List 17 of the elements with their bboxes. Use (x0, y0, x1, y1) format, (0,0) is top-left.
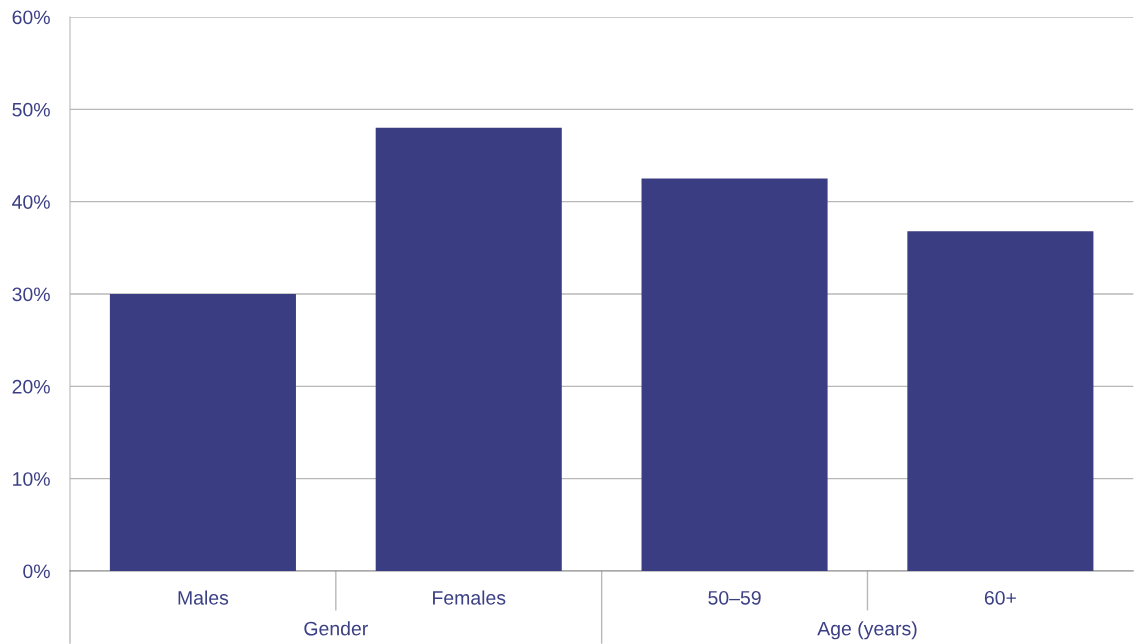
x-tick-label: 50–59 (708, 590, 761, 605)
x-tick-label: Males (178, 590, 229, 605)
y-tick-label: 30% (12, 287, 50, 302)
y-tick-label: 10% (13, 472, 50, 486)
text: Age (years) (817, 621, 917, 640)
bar (641, 178, 828, 571)
x-tick-label: Females (433, 590, 506, 605)
y-tick-label: 40% (12, 195, 50, 209)
y-tick-label: 20% (12, 379, 50, 394)
bar (109, 294, 296, 571)
y-tick-label: 50% (12, 102, 50, 117)
text: Gender (304, 621, 368, 636)
y-tick-label: 0% (23, 564, 50, 579)
bar (907, 231, 1094, 571)
x-tick-label: 60+ (984, 590, 1016, 605)
y-tick-label: 60% (12, 10, 50, 25)
bar (375, 127, 562, 571)
